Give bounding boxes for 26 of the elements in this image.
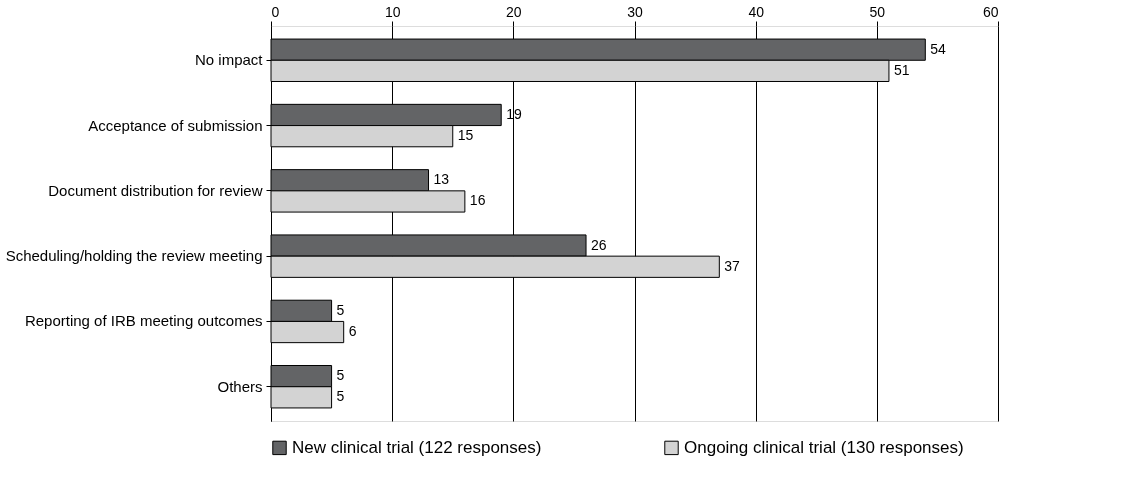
x-tick-label: 50 bbox=[869, 3, 886, 20]
data-label: 13 bbox=[433, 171, 450, 188]
x-tick-label: 20 bbox=[506, 3, 522, 20]
data-label: 51 bbox=[893, 61, 910, 78]
x-tick-label: 30 bbox=[627, 3, 643, 20]
data-label: 6 bbox=[348, 323, 357, 340]
data-label: 5 bbox=[336, 301, 345, 318]
data-label: 16 bbox=[469, 192, 486, 209]
x-tick-label: 60 bbox=[982, 3, 999, 20]
y-tick-label: No impact bbox=[194, 51, 264, 69]
y-tick-label: Document distribution for review bbox=[48, 181, 263, 199]
y-tick-label: Acceptance of submission bbox=[88, 116, 263, 134]
data-label: 5 bbox=[336, 388, 345, 405]
data-label: 5 bbox=[336, 367, 345, 384]
data-label: 26 bbox=[591, 236, 607, 253]
x-tick-label: 40 bbox=[748, 3, 765, 20]
y-tick-label: Scheduling/holding the review meeting bbox=[5, 247, 263, 265]
data-label: 54 bbox=[930, 40, 947, 57]
data-label: 15 bbox=[457, 127, 474, 144]
y-tick-label: Others bbox=[217, 377, 263, 395]
x-tick-label: 10 bbox=[384, 3, 401, 20]
y-tick-label: Reporting of IRB meeting outcomes bbox=[24, 312, 263, 330]
data-label: 37 bbox=[724, 257, 741, 274]
legend-label: New clinical trial (122 responses) bbox=[292, 437, 542, 457]
legend-label: Ongoing clinical trial (130 responses) bbox=[684, 437, 964, 457]
x-tick-label: 0 bbox=[271, 3, 280, 20]
